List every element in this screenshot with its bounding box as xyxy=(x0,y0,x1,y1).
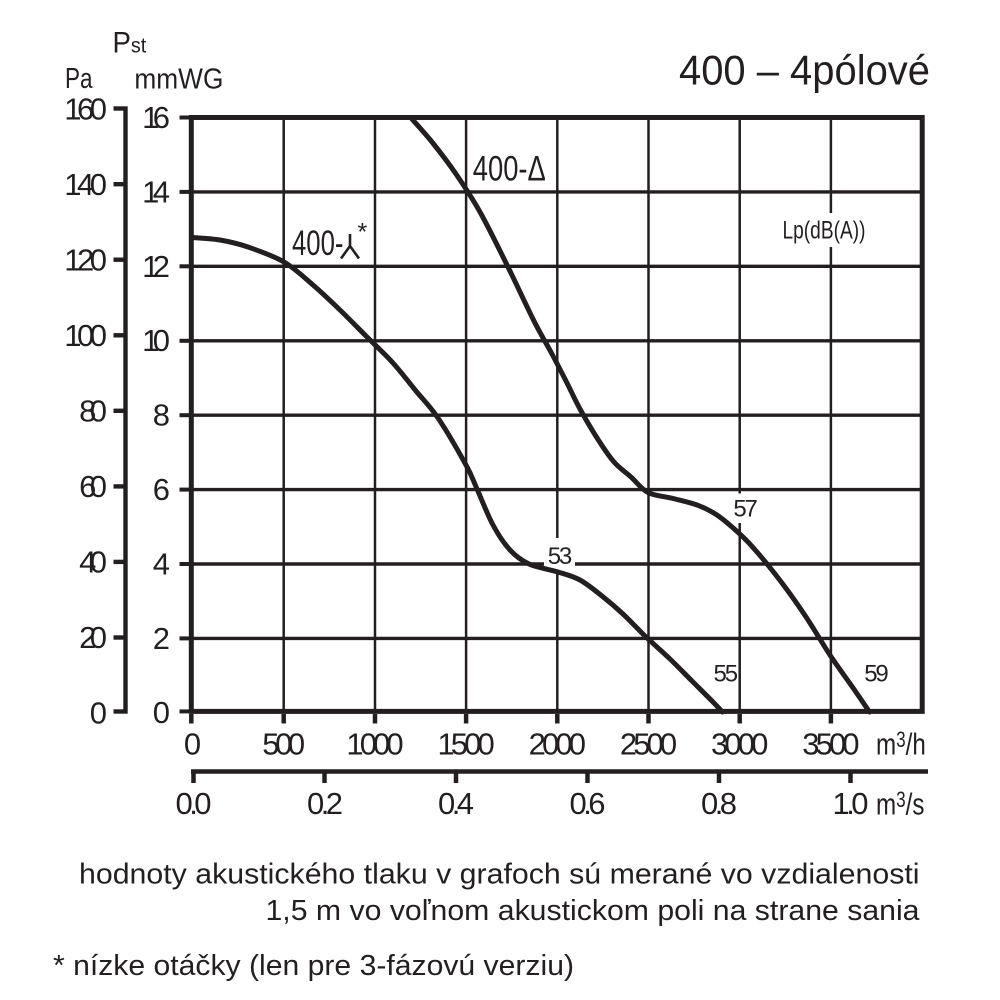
svg-text:0.0: 0.0 xyxy=(176,786,212,821)
svg-text:57: 57 xyxy=(733,496,758,523)
svg-text:0: 0 xyxy=(153,695,170,730)
svg-text:0.8: 0.8 xyxy=(701,786,737,821)
svg-text:0: 0 xyxy=(90,696,107,731)
svg-text:2: 2 xyxy=(153,621,170,656)
svg-text:20: 20 xyxy=(79,620,107,655)
svg-text:120: 120 xyxy=(64,242,107,277)
svg-text:3500: 3500 xyxy=(802,727,859,762)
svg-text:10: 10 xyxy=(142,323,170,358)
svg-text:0.4: 0.4 xyxy=(438,786,474,821)
svg-text:14: 14 xyxy=(142,174,170,209)
svg-text:6: 6 xyxy=(153,472,170,507)
svg-text:3000: 3000 xyxy=(711,727,768,762)
svg-text:500: 500 xyxy=(262,727,305,762)
svg-text:400 – 4pólové: 400 – 4pólové xyxy=(679,47,930,94)
svg-text:hodnoty akustického tlaku v gr: hodnoty akustického tlaku v grafoch sú m… xyxy=(79,859,920,891)
svg-text:100: 100 xyxy=(64,318,107,353)
svg-text:53: 53 xyxy=(548,543,573,570)
svg-text:160: 160 xyxy=(64,91,107,126)
svg-text:400-: 400- xyxy=(292,224,344,263)
svg-text:Pa: Pa xyxy=(65,63,93,95)
svg-text:*: * xyxy=(358,219,368,247)
svg-text:mmWG: mmWG xyxy=(134,64,223,96)
svg-text:55: 55 xyxy=(714,661,739,688)
svg-text:m3/h: m3/h xyxy=(876,727,926,762)
svg-text:* nízke otáčky (len pre 3-fázo: * nízke otáčky (len pre 3-fázovú verziu) xyxy=(53,950,574,982)
svg-text:2500: 2500 xyxy=(620,727,677,762)
svg-text:2000: 2000 xyxy=(529,727,586,762)
svg-text:Lp(dB(A)): Lp(dB(A)) xyxy=(783,217,866,245)
svg-text:12: 12 xyxy=(142,249,170,284)
svg-text:0: 0 xyxy=(184,727,201,762)
svg-text:1.0: 1.0 xyxy=(833,786,869,821)
svg-text:1000: 1000 xyxy=(346,727,403,762)
svg-text:59: 59 xyxy=(864,661,889,688)
svg-text:1,5 m vo voľnom akustickom pol: 1,5 m vo voľnom akustickom poli na stran… xyxy=(266,895,921,927)
svg-text:80: 80 xyxy=(79,394,107,429)
svg-text:400-Δ: 400-Δ xyxy=(473,150,546,189)
svg-text:16: 16 xyxy=(142,100,170,135)
svg-text:0.2: 0.2 xyxy=(307,786,343,821)
svg-text:0.6: 0.6 xyxy=(570,786,606,821)
svg-text:60: 60 xyxy=(79,469,107,504)
svg-text:140: 140 xyxy=(64,167,107,202)
svg-text:8: 8 xyxy=(153,398,170,433)
svg-text:40: 40 xyxy=(79,545,107,580)
svg-text:1500: 1500 xyxy=(437,727,494,762)
svg-text:4: 4 xyxy=(153,546,170,581)
